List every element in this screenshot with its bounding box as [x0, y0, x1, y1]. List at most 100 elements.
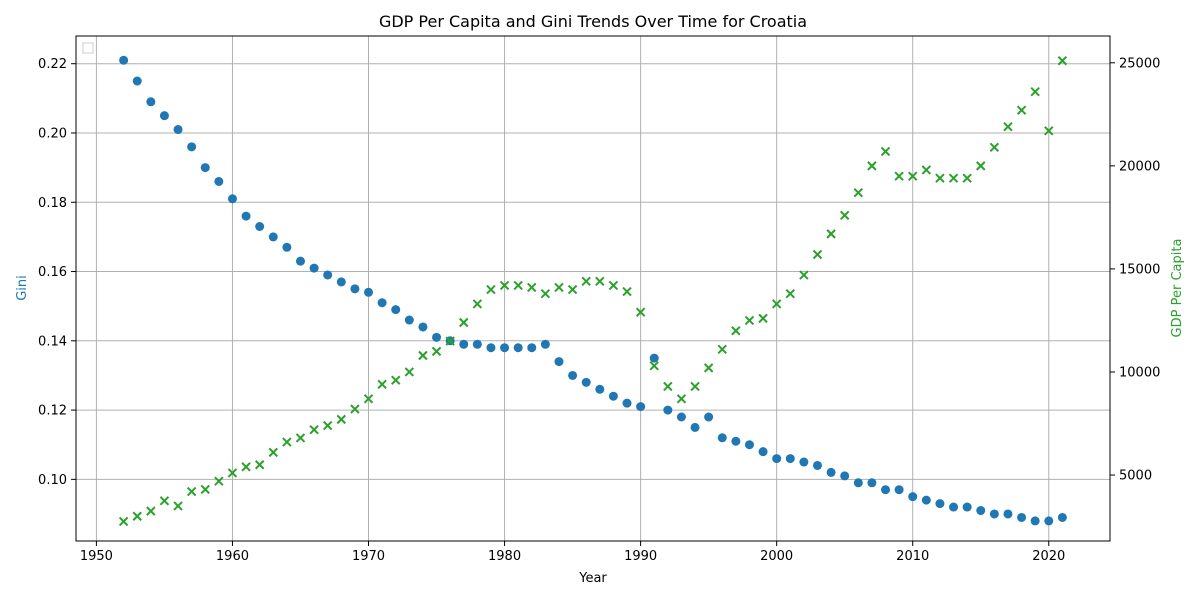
- gdp-point-stroke: [513, 280, 523, 291]
- gdp-point: [377, 379, 387, 390]
- gdp-point-stroke: [799, 270, 809, 280]
- gdp-point-stroke: [635, 307, 646, 317]
- gdp-point: [962, 173, 972, 183]
- gdp-point-stroke: [132, 511, 142, 521]
- gdp-point: [173, 501, 183, 511]
- y-left-tick-label: 0.16: [38, 265, 67, 280]
- gdp-point: [880, 146, 891, 157]
- gdp-point-stroke: [1057, 56, 1068, 66]
- gdp-point: [663, 381, 673, 392]
- gini-point: [241, 211, 251, 221]
- gdp-point: [282, 437, 292, 447]
- gini-point: [554, 357, 564, 367]
- gdp-point-stroke: [322, 420, 333, 431]
- y-axis-label-left: Gini: [15, 275, 30, 301]
- gini-point: [500, 343, 510, 353]
- gini-point: [404, 315, 414, 325]
- gdp-point-stroke: [744, 315, 755, 326]
- gdp-point-stroke: [581, 276, 591, 286]
- gini-point: [282, 242, 292, 252]
- gini-point: [853, 478, 863, 488]
- gdp-point-stroke: [976, 161, 986, 171]
- gdp-point: [363, 394, 374, 404]
- gdp-point-stroke: [173, 501, 183, 511]
- x-tick-label: 2010: [896, 549, 929, 564]
- gdp-point: [486, 284, 496, 295]
- gini-point: [146, 97, 156, 107]
- gdp-point-stroke: [118, 516, 129, 527]
- x-tick-label: 1970: [352, 549, 385, 564]
- gdp-point-stroke: [159, 496, 170, 506]
- gdp-point-stroke: [989, 142, 1000, 153]
- gdp-point: [295, 433, 306, 443]
- gdp-point-stroke: [839, 210, 850, 221]
- gini-point: [731, 436, 741, 446]
- gini-point: [881, 485, 891, 495]
- gini-point: [159, 111, 169, 121]
- gdp-point-stroke: [1030, 86, 1040, 97]
- gdp-point: [227, 468, 238, 478]
- gdp-point-stroke: [622, 286, 632, 297]
- gini-point: [1003, 509, 1013, 519]
- gdp-point: [690, 381, 700, 392]
- gdp-point: [132, 511, 142, 521]
- gdp-point-stroke: [459, 317, 469, 328]
- gdp-point: [758, 313, 768, 324]
- gdp-point-stroke: [894, 171, 904, 181]
- gini-point: [227, 194, 237, 204]
- gdp-point: [186, 486, 197, 497]
- gdp-point: [649, 361, 659, 371]
- gini-point: [432, 332, 442, 342]
- gdp-point: [935, 173, 945, 183]
- x-tick-label: 1990: [624, 549, 657, 564]
- gini-point: [663, 405, 673, 415]
- gdp-point: [703, 363, 714, 373]
- gdp-point: [622, 286, 632, 297]
- gdp-point-stroke: [146, 506, 156, 516]
- gdp-point: [771, 299, 782, 309]
- gdp-point-stroke: [418, 350, 428, 361]
- gini-point: [717, 433, 727, 443]
- data-points: [118, 55, 1068, 527]
- y-axis-label-right: GDP Per Capita: [1170, 239, 1185, 338]
- gdp-point-stroke: [445, 336, 455, 346]
- gdp-point-stroke: [703, 363, 714, 373]
- plot-frame: [75, 35, 1111, 542]
- gdp-point: [867, 161, 877, 171]
- gini-point: [772, 454, 782, 464]
- gini-point: [268, 232, 278, 242]
- gdp-point: [567, 284, 578, 295]
- gdp-point: [431, 346, 442, 357]
- y-right-tick-label: 25000: [1119, 56, 1160, 71]
- gdp-point: [608, 280, 619, 291]
- gini-point: [690, 422, 700, 432]
- gini-point: [1044, 516, 1054, 526]
- gini-point: [649, 353, 659, 363]
- x-tick-label: 1960: [216, 549, 249, 564]
- x-axis-label: Year: [578, 571, 607, 586]
- gdp-point-stroke: [309, 424, 319, 435]
- gdp-point-stroke: [363, 394, 374, 404]
- gdp-point-stroke: [1003, 121, 1013, 132]
- gini-point: [921, 495, 931, 505]
- legend-box: [82, 42, 94, 54]
- gdp-point-stroke: [690, 381, 700, 392]
- gini-point: [826, 467, 836, 477]
- axes-ticks: 1950 1960 1970 1980 1990 2000 2010 2020 0.10 0.12…: [38, 56, 1160, 564]
- gini-point: [744, 440, 754, 450]
- gdp-point: [908, 171, 918, 181]
- gini-point: [486, 343, 496, 353]
- gdp-point-stroke: [649, 361, 659, 371]
- gini-point: [867, 478, 877, 488]
- gdp-point: [268, 447, 278, 458]
- gdp-point-stroke: [717, 344, 727, 355]
- gini-point: [513, 343, 523, 353]
- gini-point: [608, 391, 618, 401]
- gini-point: [295, 256, 305, 266]
- gdp-point-stroke: [391, 375, 401, 385]
- gdp-point: [1016, 105, 1027, 115]
- gdp-point-stroke: [962, 173, 972, 183]
- gini-point: [391, 305, 401, 315]
- gini-point: [758, 447, 768, 457]
- gini-point: [350, 284, 360, 294]
